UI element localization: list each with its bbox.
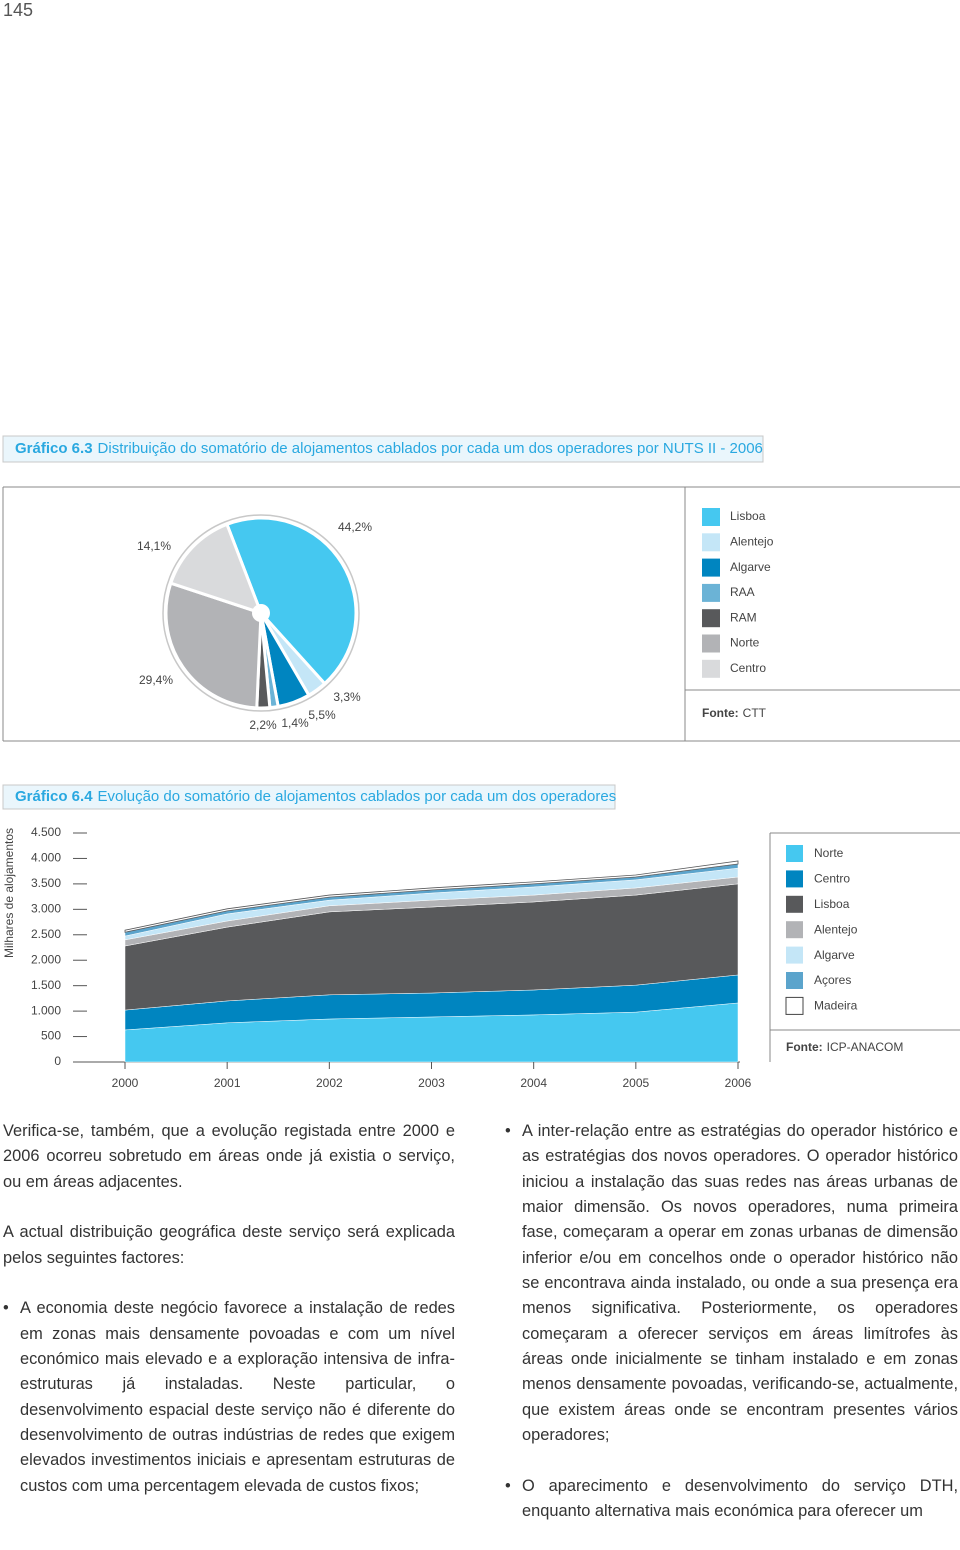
y-tick-label: 2.500: [31, 927, 61, 941]
data-label: 44,2%: [338, 520, 372, 534]
left-column: Verifica-se, também, que a evolução regi…: [3, 1119, 455, 1525]
title-bar: [2, 784, 616, 810]
source-text: ICP-ANACOM: [827, 1040, 904, 1054]
legend-label: Norte: [814, 846, 844, 860]
legend-label: Centro: [814, 872, 850, 886]
legend-swatch: [702, 609, 720, 628]
legend-label: Algarve: [730, 560, 771, 574]
area: [124, 860, 739, 933]
bullet-list: A inter-relação entre as estratégias do …: [505, 1119, 958, 1525]
legend-label: Centro: [730, 661, 766, 675]
y-tick-label: 4.500: [31, 825, 61, 839]
right-column: A inter-relação entre as estratégias do …: [505, 1119, 958, 1550]
bullet: A economia deste negócio favorece a inst…: [3, 1296, 455, 1499]
legend-swatch: [702, 583, 720, 602]
legend-label: RAM: [730, 610, 757, 624]
chart-title-text: Evolução do somatório de alojamentos cab…: [98, 788, 617, 805]
data-label: 29,4%: [139, 673, 173, 687]
legend-swatch: [786, 845, 803, 862]
pie-slice: [164, 581, 263, 710]
chart-title: Gráfico 6.4 Evolução do somatório de aloj…: [15, 788, 616, 805]
x-tick-label: 2004: [520, 1076, 547, 1090]
pie-slice: [168, 522, 264, 616]
legend-label: Alentejo: [730, 534, 774, 548]
x-tick-label: 2005: [622, 1076, 649, 1090]
source: Fonte: CTT: [702, 706, 767, 720]
chart-title: Gráfico 6.3 Distribuição do somatório de …: [15, 440, 763, 457]
legend-swatch: [702, 558, 720, 577]
data-label: 3,3%: [333, 690, 361, 704]
legend-swatch: [786, 921, 803, 939]
chart-number: Gráfico 6.3: [15, 440, 93, 457]
y-tick-label: 0: [54, 1054, 61, 1068]
bullet-list: A economia deste negócio favorece a inst…: [3, 1296, 455, 1499]
legend-label: Lisboa: [730, 509, 766, 523]
legend-swatch: [702, 634, 720, 653]
y-tick-label: 1.500: [31, 978, 61, 992]
x-tick-label: 2002: [316, 1076, 343, 1090]
y-tick-label: 3.000: [31, 902, 61, 916]
legend-swatch: [786, 946, 803, 964]
data-label: 5,5%: [308, 708, 336, 722]
pie-slice: [225, 516, 358, 686]
legend-swatch: [785, 996, 804, 1015]
legend-swatch: [786, 870, 803, 888]
x-tick-label: 2003: [418, 1076, 445, 1090]
legend-swatch: [702, 533, 720, 552]
y-tick-label: 3.500: [31, 876, 61, 890]
legend-label: RAA: [730, 585, 755, 599]
y-axis-label: Milhares de alojamentos: [2, 828, 16, 958]
legend-swatch: [702, 659, 720, 678]
bullet: A inter-relação entre as estratégias do …: [505, 1119, 958, 1448]
data-label: 14,1%: [137, 539, 171, 553]
x-tick-label: 2006: [725, 1076, 752, 1090]
legend-swatch: [786, 895, 803, 913]
source-label: Fonte:: [786, 1040, 823, 1054]
legend-label: Lisboa: [814, 897, 850, 911]
y-tick-label: 1.000: [31, 1003, 61, 1017]
source-text: CTT: [743, 706, 767, 720]
y-tick-label: 2.000: [31, 952, 61, 966]
data-label: 2,2%: [249, 718, 277, 732]
chart-title-text: Distribuição do somatório de alojamentos…: [98, 440, 763, 457]
chart-number: Gráfico 6.4: [15, 788, 93, 805]
title-bar: [2, 435, 764, 463]
x-tick-label: 2000: [112, 1076, 139, 1090]
legend-label: Algarve: [814, 948, 855, 962]
x-tick-label: 2001: [214, 1076, 241, 1090]
legend-swatch: [786, 972, 803, 989]
bullet: O aparecimento e desenvolvimento do serv…: [505, 1474, 958, 1525]
page-number: 145: [3, 0, 34, 20]
y-tick-label: 500: [41, 1029, 61, 1043]
legend-label: Alentejo: [814, 922, 858, 936]
legend-swatch: [702, 508, 720, 526]
paragraph: Verifica-se, também, que a evolução regi…: [3, 1122, 455, 1191]
paragraph: A actual distribuição geográfica deste s…: [3, 1223, 455, 1267]
source: Fonte: ICP-ANACOM: [786, 1040, 903, 1054]
y-tick-label: 4.000: [31, 851, 61, 865]
data-label: 1,4%: [281, 716, 309, 730]
charts: Gráfico 6.3 Distribuição do somatório de …: [2, 435, 960, 1090]
legend-label: Madeira: [814, 999, 858, 1013]
legend-label: Norte: [730, 636, 760, 650]
source-label: Fonte:: [702, 706, 739, 720]
pie-center: [252, 604, 270, 622]
legend-label: Açores: [814, 973, 851, 987]
